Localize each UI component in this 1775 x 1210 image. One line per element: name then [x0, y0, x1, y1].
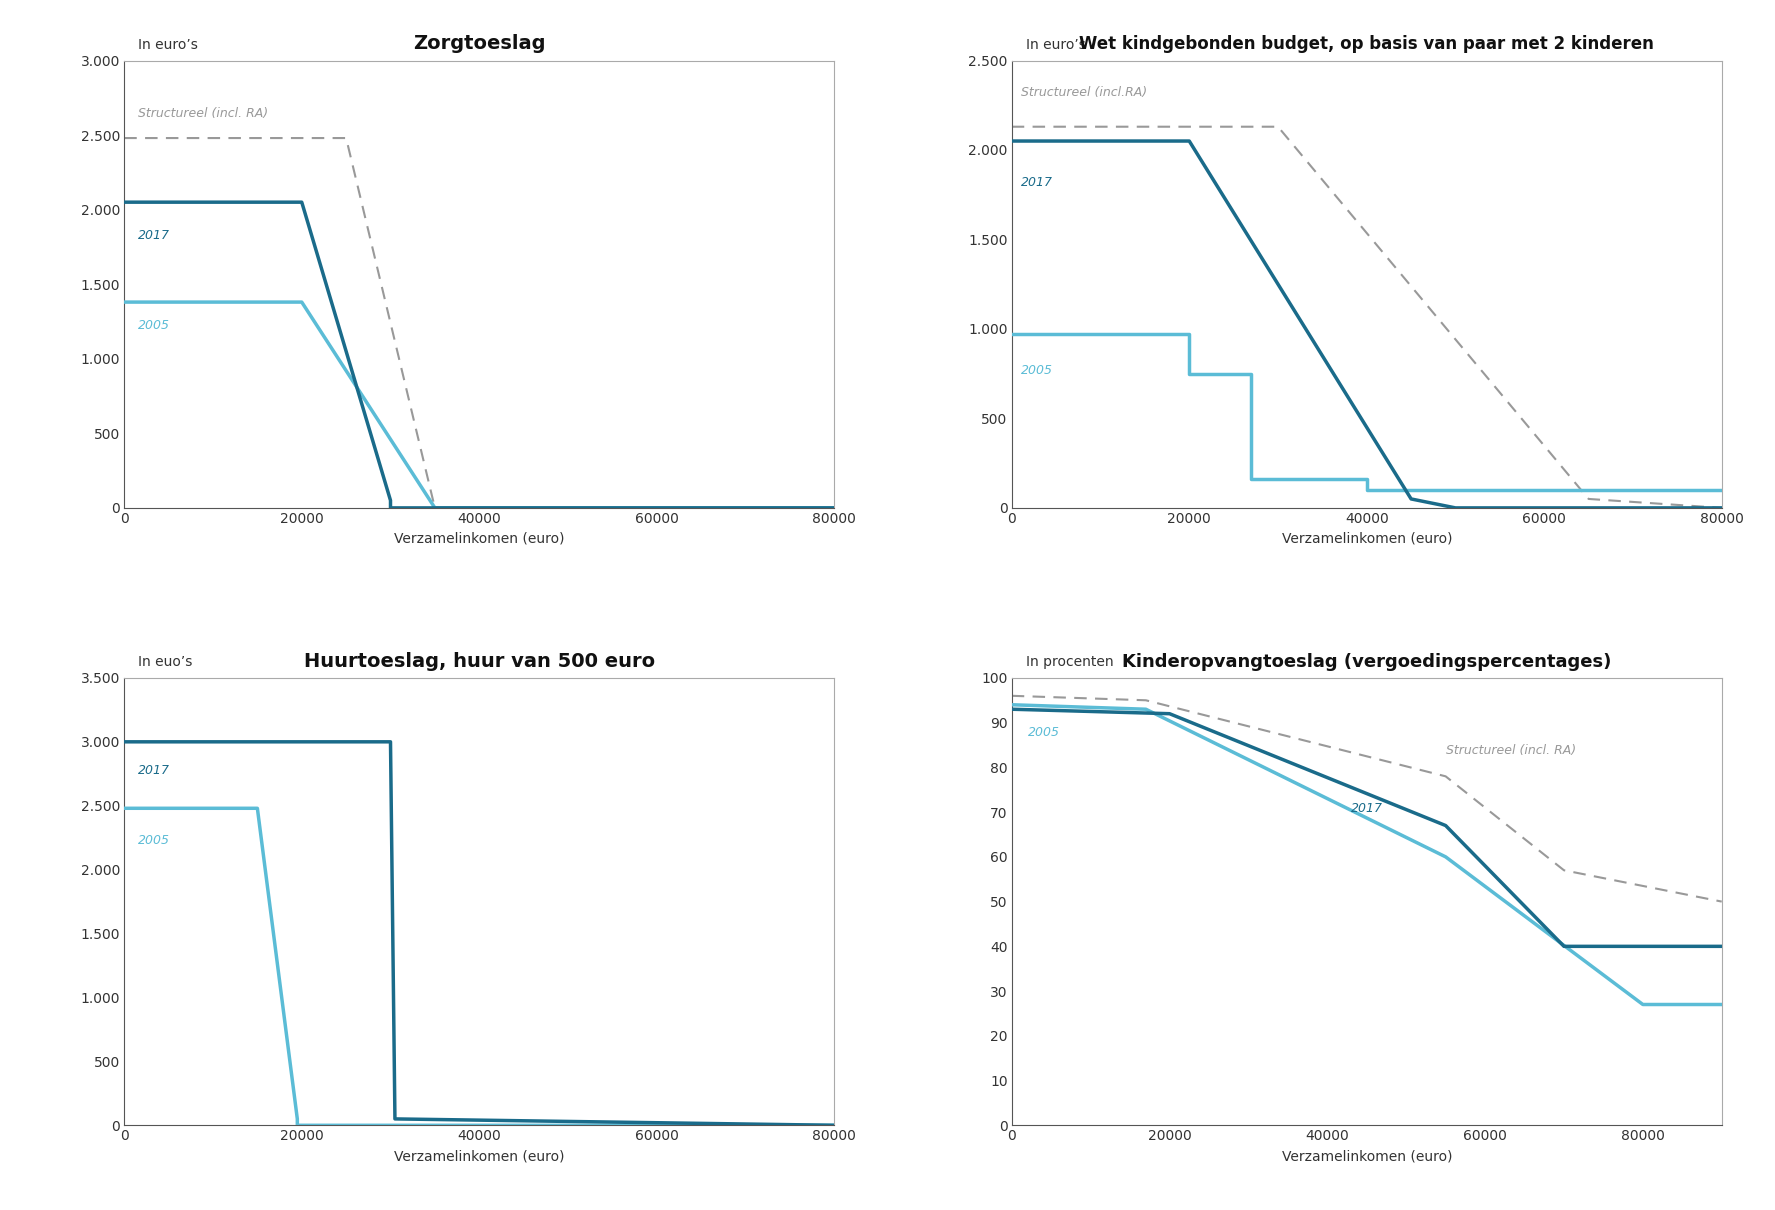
X-axis label: Verzamelinkomen (euro): Verzamelinkomen (euro) — [1282, 1150, 1452, 1163]
Text: In euro’s: In euro’s — [1026, 38, 1086, 52]
Title: Kinderopvangtoeslag (vergoedingspercentages): Kinderopvangtoeslag (vergoedingspercenta… — [1122, 652, 1612, 670]
Text: 2017: 2017 — [1021, 175, 1053, 189]
Text: 2005: 2005 — [1021, 364, 1053, 376]
Title: Zorgtoeslag: Zorgtoeslag — [414, 34, 545, 53]
X-axis label: Verzamelinkomen (euro): Verzamelinkomen (euro) — [394, 1150, 564, 1163]
Text: 2017: 2017 — [138, 230, 170, 242]
Text: Structureel (incl. RA): Structureel (incl. RA) — [138, 108, 268, 120]
Text: 2005: 2005 — [1028, 726, 1060, 739]
Text: 2005: 2005 — [138, 834, 170, 847]
Text: In procenten: In procenten — [1026, 655, 1113, 669]
Text: 2017: 2017 — [138, 764, 170, 777]
Text: 2005: 2005 — [138, 319, 170, 332]
X-axis label: Verzamelinkomen (euro): Verzamelinkomen (euro) — [394, 531, 564, 546]
Text: Structureel (incl. RA): Structureel (incl. RA) — [1445, 744, 1576, 757]
X-axis label: Verzamelinkomen (euro): Verzamelinkomen (euro) — [1282, 531, 1452, 546]
Title: Huurtoeslag, huur van 500 euro: Huurtoeslag, huur van 500 euro — [304, 652, 655, 670]
Text: 2017: 2017 — [1351, 802, 1383, 816]
Text: Structureel (incl.RA): Structureel (incl.RA) — [1021, 86, 1147, 99]
Text: In euo’s: In euo’s — [138, 655, 193, 669]
Text: In euro’s: In euro’s — [138, 38, 199, 52]
Title: Wet kindgebonden budget, op basis van paar met 2 kinderen: Wet kindgebonden budget, op basis van pa… — [1079, 35, 1654, 53]
